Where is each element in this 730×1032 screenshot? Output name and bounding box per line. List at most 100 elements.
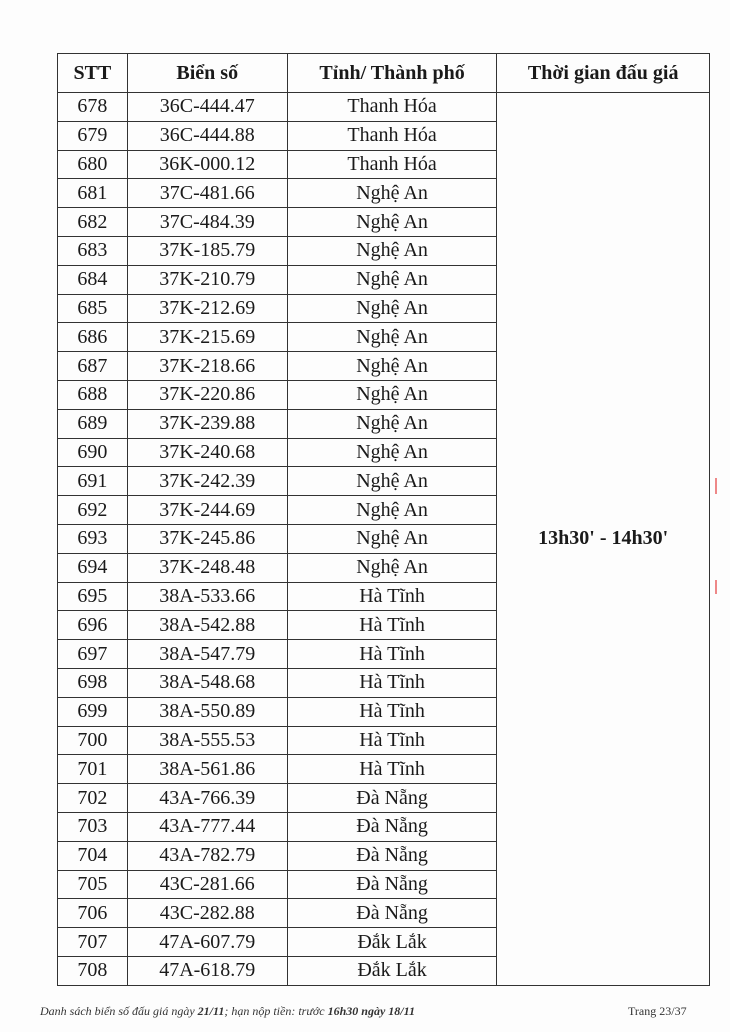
row-stt: 692: [57, 495, 128, 525]
row-plate: 43A-777.44: [126, 811, 288, 842]
table-row: 685 37K-212.69 Nghệ An: [57, 293, 710, 324]
row-province: Nghệ An: [286, 466, 498, 497]
row-plate: 36C-444.47: [126, 92, 288, 122]
row-stt: 704: [57, 840, 128, 871]
row-stt: 687: [57, 351, 128, 381]
row-plate: 37K-218.66: [126, 351, 288, 381]
row-province: Đà Nẵng: [286, 869, 498, 900]
table-row: 693 37K-245.86 Nghệ An: [57, 523, 710, 554]
row-stt: 694: [57, 552, 128, 583]
table-row: 705 43C-281.66 Đà Nẵng: [57, 869, 710, 900]
row-province: Nghệ An: [286, 235, 498, 266]
row-plate: 37K-210.79: [126, 264, 288, 295]
row-province: Nghệ An: [286, 495, 498, 525]
row-plate: 37C-481.66: [126, 178, 288, 209]
row-stt: 689: [57, 408, 128, 439]
footer-text: Danh sách biển số đấu giá ngày: [40, 1004, 198, 1018]
row-province: Đà Nẵng: [286, 811, 498, 842]
row-stt: 683: [57, 235, 128, 266]
row-plate: 47A-607.79: [126, 927, 288, 957]
footer-text-2: ; hạn nộp tiền: trước: [224, 1004, 328, 1018]
row-stt: 690: [57, 437, 128, 468]
row-plate: 37K-244.69: [126, 495, 288, 525]
row-stt: 682: [57, 207, 128, 237]
row-plate: 43C-282.88: [126, 898, 288, 929]
row-province: Nghệ An: [286, 523, 498, 554]
row-province: Hà Tĩnh: [286, 667, 498, 698]
row-stt: 705: [57, 869, 128, 900]
table-row: 697 38A-547.79 Hà Tĩnh: [57, 639, 710, 669]
row-province: Nghệ An: [286, 322, 498, 353]
row-stt: 701: [57, 754, 128, 785]
header-plate: Biển số: [126, 53, 288, 93]
row-plate: 38A-542.88: [126, 610, 288, 641]
row-stt: 707: [57, 927, 128, 957]
table-row: 689 37K-239.88 Nghệ An: [57, 408, 710, 439]
row-plate: 37K-248.48: [126, 552, 288, 583]
stamp-fragment: [715, 580, 730, 594]
row-plate: 43C-281.66: [126, 869, 288, 900]
table-row: 700 38A-555.53 Hà Tĩnh: [57, 725, 710, 756]
row-province: Nghệ An: [286, 178, 498, 209]
row-province: Nghệ An: [286, 293, 498, 324]
auction-time-slot: 13h30' - 14h30': [496, 92, 710, 986]
table-row: 702 43A-766.39 Đà Nẵng: [57, 783, 710, 813]
row-stt: 684: [57, 264, 128, 295]
row-plate: 38A-561.86: [126, 754, 288, 785]
row-plate: 37K-185.79: [126, 235, 288, 266]
row-province: Đà Nẵng: [286, 783, 498, 813]
row-stt: 708: [57, 955, 128, 986]
table-row: 706 43C-282.88 Đà Nẵng: [57, 898, 710, 929]
page-number: Trang 23/37: [628, 1004, 687, 1018]
table-row: 680 36K-000.12 Thanh Hóa: [57, 149, 710, 180]
row-province: Đắk Lắk: [286, 955, 498, 986]
row-stt: 703: [57, 811, 128, 842]
row-plate: 43A-766.39: [126, 783, 288, 813]
row-province: Hà Tĩnh: [286, 754, 498, 785]
row-stt: 695: [57, 581, 128, 612]
row-stt: 702: [57, 783, 128, 813]
row-province: Hà Tĩnh: [286, 696, 498, 727]
table-row: 679 36C-444.88 Thanh Hóa: [57, 120, 710, 151]
table-row: 707 47A-607.79 Đắk Lắk: [57, 927, 710, 957]
row-province: Thanh Hóa: [286, 92, 498, 122]
row-stt: 697: [57, 639, 128, 669]
table-row: 687 37K-218.66 Nghệ An: [57, 351, 710, 381]
table-row: 684 37K-210.79 Nghệ An: [57, 264, 710, 295]
table-header-row: STT Biển số Tỉnh/ Thành phố Thời gian đấ…: [57, 53, 710, 93]
row-stt: 698: [57, 667, 128, 698]
row-stt: 685: [57, 293, 128, 324]
row-province: Nghệ An: [286, 207, 498, 237]
row-plate: 36K-000.12: [126, 149, 288, 180]
table-row: 678 36C-444.47 Thanh Hóa 13h30' - 14h30': [57, 92, 710, 986]
row-province: Hà Tĩnh: [286, 610, 498, 641]
table-row: 683 37K-185.79 Nghệ An: [57, 235, 710, 266]
row-plate: 37K-240.68: [126, 437, 288, 468]
row-province: Nghệ An: [286, 351, 498, 381]
row-plate: 37C-484.39: [126, 207, 288, 237]
row-stt: 691: [57, 466, 128, 497]
row-province: Thanh Hóa: [286, 149, 498, 180]
table-row: 704 43A-782.79 Đà Nẵng: [57, 840, 710, 871]
row-stt: 681: [57, 178, 128, 209]
table-row: 686 37K-215.69 Nghệ An: [57, 322, 710, 353]
row-stt: 700: [57, 725, 128, 756]
row-plate: 38A-533.66: [126, 581, 288, 612]
row-plate: 36C-444.88: [126, 120, 288, 151]
row-plate: 38A-547.79: [126, 639, 288, 669]
table-row: 688 37K-220.86 Nghệ An: [57, 379, 710, 410]
row-plate: 38A-548.68: [126, 667, 288, 698]
stamp-fragment: [715, 478, 730, 494]
header-auction-time: Thời gian đấu giá: [496, 53, 710, 93]
row-plate: 37K-215.69: [126, 322, 288, 353]
row-stt: 706: [57, 898, 128, 929]
row-plate: 37K-220.86: [126, 379, 288, 410]
header-stt: STT: [57, 53, 128, 93]
header-province: Tỉnh/ Thành phố: [286, 53, 498, 93]
row-plate: 47A-618.79: [126, 955, 288, 986]
row-plate: 38A-555.53: [126, 725, 288, 756]
row-province: Hà Tĩnh: [286, 725, 498, 756]
row-province: Đà Nẵng: [286, 840, 498, 871]
row-plate: 37K-242.39: [126, 466, 288, 497]
table-row: 682 37C-484.39 Nghệ An: [57, 207, 710, 237]
